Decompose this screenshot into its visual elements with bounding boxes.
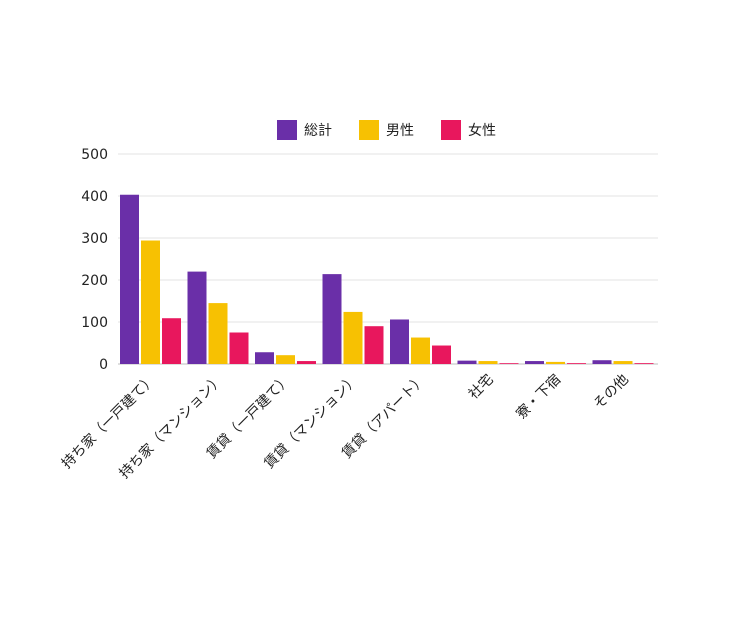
bar-total (457, 360, 477, 364)
bar-total (322, 274, 342, 364)
legend-label: 女性 (468, 122, 496, 139)
bar-male (546, 361, 565, 364)
bar-female (634, 363, 654, 364)
bar-female (297, 361, 316, 364)
bar-male (276, 355, 295, 364)
bar-male (613, 361, 633, 364)
bar-total (390, 319, 409, 364)
legend-swatch (277, 120, 297, 140)
chart-legend: 総計 男性 女性 (277, 120, 496, 140)
y-axis: 0 100 200 300 400 500 (81, 147, 108, 373)
bar-total (255, 352, 274, 364)
bar-male (411, 337, 430, 364)
x-axis: 持ち家（一戸建て）持ち家（マンション）賃貸（一戸建て）賃貸（マンション）賃貸（ア… (58, 371, 632, 482)
legend-swatch (441, 120, 461, 140)
bar-total (187, 271, 207, 364)
bar-total (592, 360, 612, 364)
bar-female (567, 363, 586, 364)
x-tick-label: 社宅 (466, 372, 497, 403)
y-tick-label: 0 (99, 357, 108, 373)
bar-total (120, 194, 139, 364)
bar-total (525, 361, 544, 364)
legend-label: 総計 (304, 123, 332, 139)
bar-male (343, 311, 363, 364)
legend-label: 男性 (386, 123, 414, 139)
bar-female (364, 326, 384, 364)
bar-female (499, 363, 519, 364)
chart-bars (120, 194, 654, 364)
y-tick-label: 200 (81, 273, 108, 289)
y-tick-label: 400 (81, 189, 108, 205)
bar-male (141, 240, 160, 364)
y-tick-label: 100 (81, 315, 108, 331)
bar-male (208, 303, 228, 364)
y-tick-label: 500 (81, 147, 108, 163)
legend-swatch (359, 120, 379, 140)
bar-female (432, 345, 451, 364)
bar-female (162, 318, 181, 364)
x-tick-label: その他 (591, 372, 632, 413)
x-tick-label: 寮・下宿 (513, 371, 565, 423)
y-tick-label: 300 (81, 231, 108, 247)
bar-female (229, 332, 249, 364)
bar-male (478, 361, 498, 364)
